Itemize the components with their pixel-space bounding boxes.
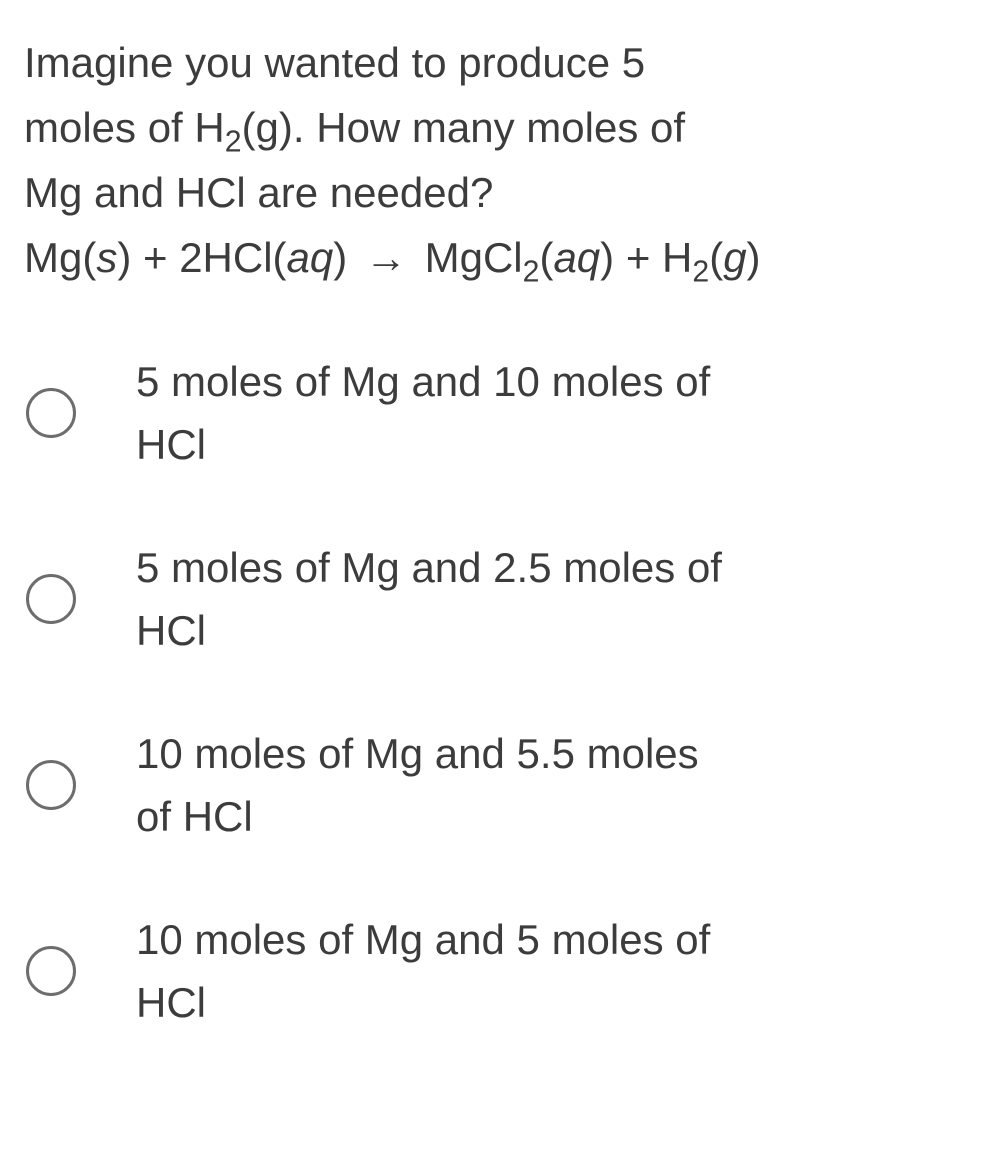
option-2[interactable]: 5 moles of Mg and 2.5 moles of HCl bbox=[26, 536, 971, 662]
option-1[interactable]: 5 moles of Mg and 10 moles of HCl bbox=[26, 350, 971, 476]
option-3[interactable]: 10 moles of Mg and 5.5 moles of HCl bbox=[26, 722, 971, 848]
radio-icon[interactable] bbox=[26, 946, 76, 996]
option-3-label: 10 moles of Mg and 5.5 moles of HCl bbox=[136, 722, 699, 848]
radio-icon[interactable] bbox=[26, 574, 76, 624]
option-1-label: 5 moles of Mg and 10 moles of HCl bbox=[136, 350, 710, 476]
question-line-2: moles of H2(g). How many moles of bbox=[24, 95, 971, 160]
option-2-label: 5 moles of Mg and 2.5 moles of HCl bbox=[136, 536, 722, 662]
question-equation: Mg(s) + 2HCl(aq) → MgCl2(aq) + H2(g) bbox=[24, 225, 971, 290]
option-4[interactable]: 10 moles of Mg and 5 moles of HCl bbox=[26, 908, 971, 1034]
question-stem: Imagine you wanted to produce 5 moles of… bbox=[24, 30, 971, 290]
radio-icon[interactable] bbox=[26, 388, 76, 438]
radio-icon[interactable] bbox=[26, 760, 76, 810]
options-group: 5 moles of Mg and 10 moles of HCl 5 mole… bbox=[24, 350, 971, 1034]
arrow-icon: → bbox=[365, 225, 407, 290]
question-line-3: Mg and HCl are needed? bbox=[24, 160, 971, 225]
question-line-1: Imagine you wanted to produce 5 bbox=[24, 30, 971, 95]
option-4-label: 10 moles of Mg and 5 moles of HCl bbox=[136, 908, 710, 1034]
